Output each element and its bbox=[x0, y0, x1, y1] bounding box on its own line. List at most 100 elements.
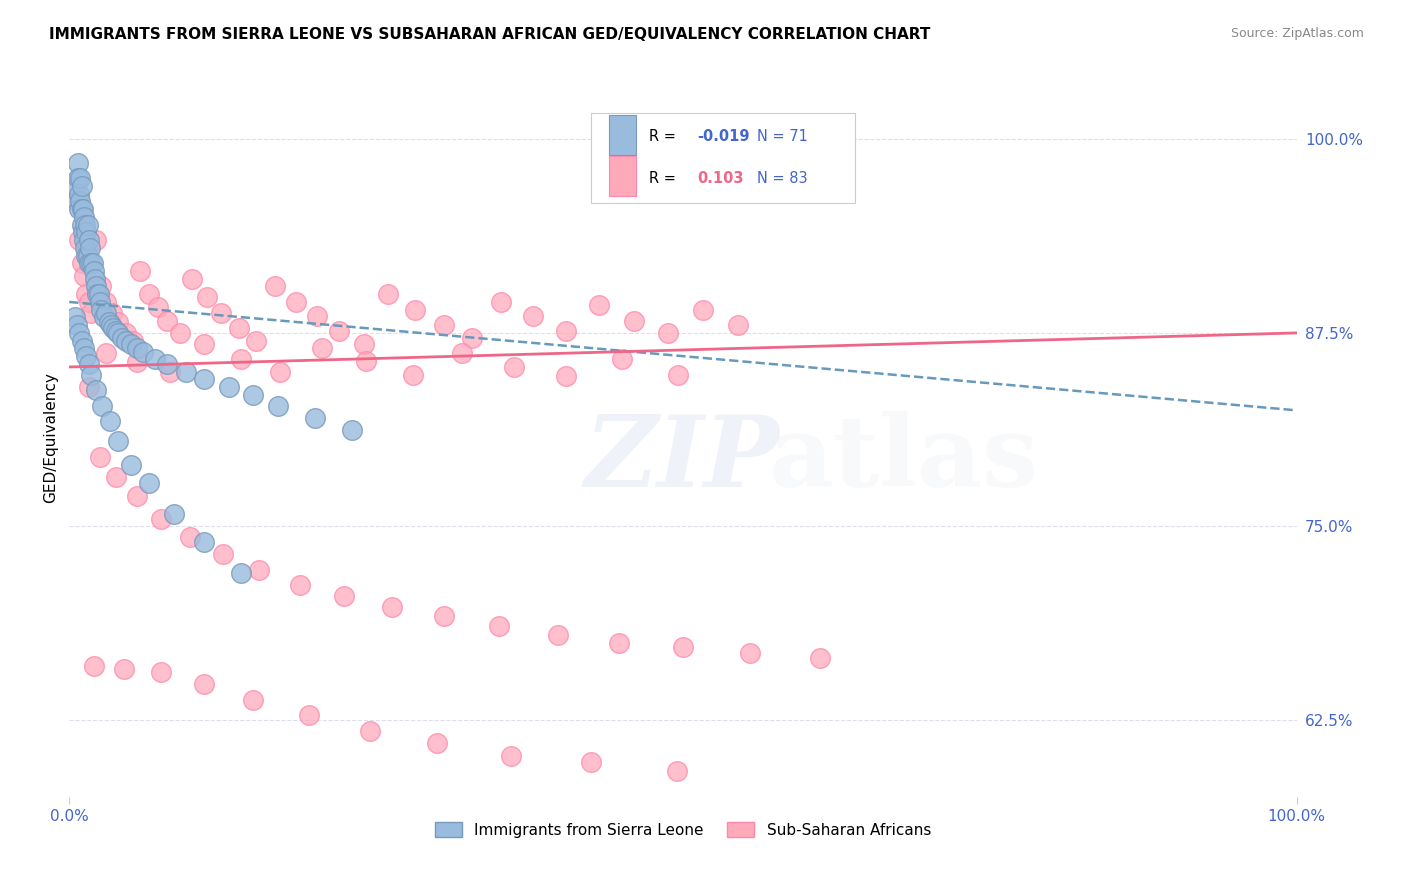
Point bbox=[264, 279, 287, 293]
Point bbox=[159, 365, 181, 379]
Point bbox=[91, 399, 114, 413]
Point bbox=[107, 326, 129, 340]
Point bbox=[114, 326, 136, 340]
Point bbox=[75, 218, 97, 232]
Point bbox=[77, 380, 100, 394]
Point bbox=[461, 330, 484, 344]
Point bbox=[340, 424, 363, 438]
Point bbox=[727, 318, 749, 333]
Point bbox=[70, 334, 93, 348]
Point bbox=[211, 547, 233, 561]
Point bbox=[666, 368, 689, 382]
Point bbox=[218, 380, 240, 394]
Point bbox=[288, 578, 311, 592]
Point bbox=[75, 287, 97, 301]
Point bbox=[193, 336, 215, 351]
Point bbox=[229, 566, 252, 580]
Point bbox=[97, 315, 120, 329]
Text: atlas: atlas bbox=[769, 410, 1039, 508]
Point bbox=[98, 414, 121, 428]
Point bbox=[70, 256, 93, 270]
Point bbox=[114, 334, 136, 348]
Point bbox=[267, 399, 290, 413]
Point bbox=[70, 218, 93, 232]
Point bbox=[146, 300, 169, 314]
Point bbox=[499, 748, 522, 763]
Point bbox=[297, 708, 319, 723]
Point bbox=[402, 368, 425, 382]
Point bbox=[193, 535, 215, 549]
Point bbox=[101, 306, 124, 320]
Point bbox=[169, 326, 191, 340]
Point bbox=[90, 279, 112, 293]
Point bbox=[107, 315, 129, 329]
Point bbox=[84, 233, 107, 247]
Point bbox=[657, 326, 679, 340]
Legend: Immigrants from Sierra Leone, Sub-Saharan Africans: Immigrants from Sierra Leone, Sub-Sahara… bbox=[429, 815, 938, 844]
Point bbox=[65, 178, 87, 193]
Point bbox=[80, 256, 103, 270]
Text: IMMIGRANTS FROM SIERRA LEONE VS SUBSAHARAN AFRICAN GED/EQUIVALENCY CORRELATION C: IMMIGRANTS FROM SIERRA LEONE VS SUBSAHAR… bbox=[49, 27, 931, 42]
Point bbox=[79, 241, 101, 255]
Point bbox=[82, 256, 104, 270]
Y-axis label: GED/Equivalency: GED/Equivalency bbox=[44, 372, 58, 503]
Point bbox=[333, 589, 356, 603]
Point bbox=[90, 302, 112, 317]
Point bbox=[245, 334, 267, 348]
Point bbox=[488, 618, 510, 632]
Text: ZIP: ZIP bbox=[585, 411, 780, 508]
Point bbox=[491, 295, 513, 310]
Point bbox=[665, 764, 688, 778]
Point bbox=[672, 640, 695, 655]
Point bbox=[94, 306, 117, 320]
Point bbox=[67, 326, 90, 340]
Text: R =: R = bbox=[648, 129, 681, 145]
Point bbox=[179, 530, 201, 544]
Point bbox=[381, 599, 404, 614]
Point bbox=[607, 635, 630, 649]
Point bbox=[555, 369, 578, 384]
Point bbox=[66, 155, 89, 169]
Point bbox=[77, 233, 100, 247]
Point bbox=[242, 693, 264, 707]
Point bbox=[228, 321, 250, 335]
Point bbox=[808, 651, 831, 665]
Point bbox=[75, 241, 97, 255]
Point bbox=[94, 346, 117, 360]
Point bbox=[588, 298, 610, 312]
Point bbox=[84, 383, 107, 397]
Point bbox=[311, 342, 333, 356]
Point bbox=[111, 330, 134, 344]
Point bbox=[70, 202, 93, 216]
Point bbox=[181, 271, 204, 285]
Point bbox=[84, 279, 107, 293]
Point bbox=[125, 342, 148, 356]
Point bbox=[174, 365, 197, 379]
Point bbox=[143, 352, 166, 367]
Point bbox=[122, 334, 145, 348]
Point bbox=[100, 318, 122, 333]
Point bbox=[195, 290, 218, 304]
Point bbox=[77, 295, 100, 310]
Bar bbox=[609, 115, 637, 154]
Point bbox=[193, 677, 215, 691]
Point bbox=[610, 352, 633, 367]
Point bbox=[107, 434, 129, 449]
Point bbox=[138, 287, 160, 301]
Point bbox=[73, 210, 96, 224]
Point bbox=[249, 563, 271, 577]
Point bbox=[89, 295, 111, 310]
Point bbox=[75, 225, 97, 239]
Point bbox=[132, 344, 155, 359]
Point bbox=[129, 264, 152, 278]
Point bbox=[114, 662, 136, 676]
Point bbox=[86, 287, 108, 301]
Point bbox=[87, 287, 110, 301]
Point bbox=[65, 194, 87, 209]
Point bbox=[242, 388, 264, 402]
Point bbox=[65, 318, 87, 333]
Point bbox=[75, 248, 97, 262]
Point bbox=[162, 507, 184, 521]
Point bbox=[156, 357, 179, 371]
Point bbox=[359, 723, 381, 738]
